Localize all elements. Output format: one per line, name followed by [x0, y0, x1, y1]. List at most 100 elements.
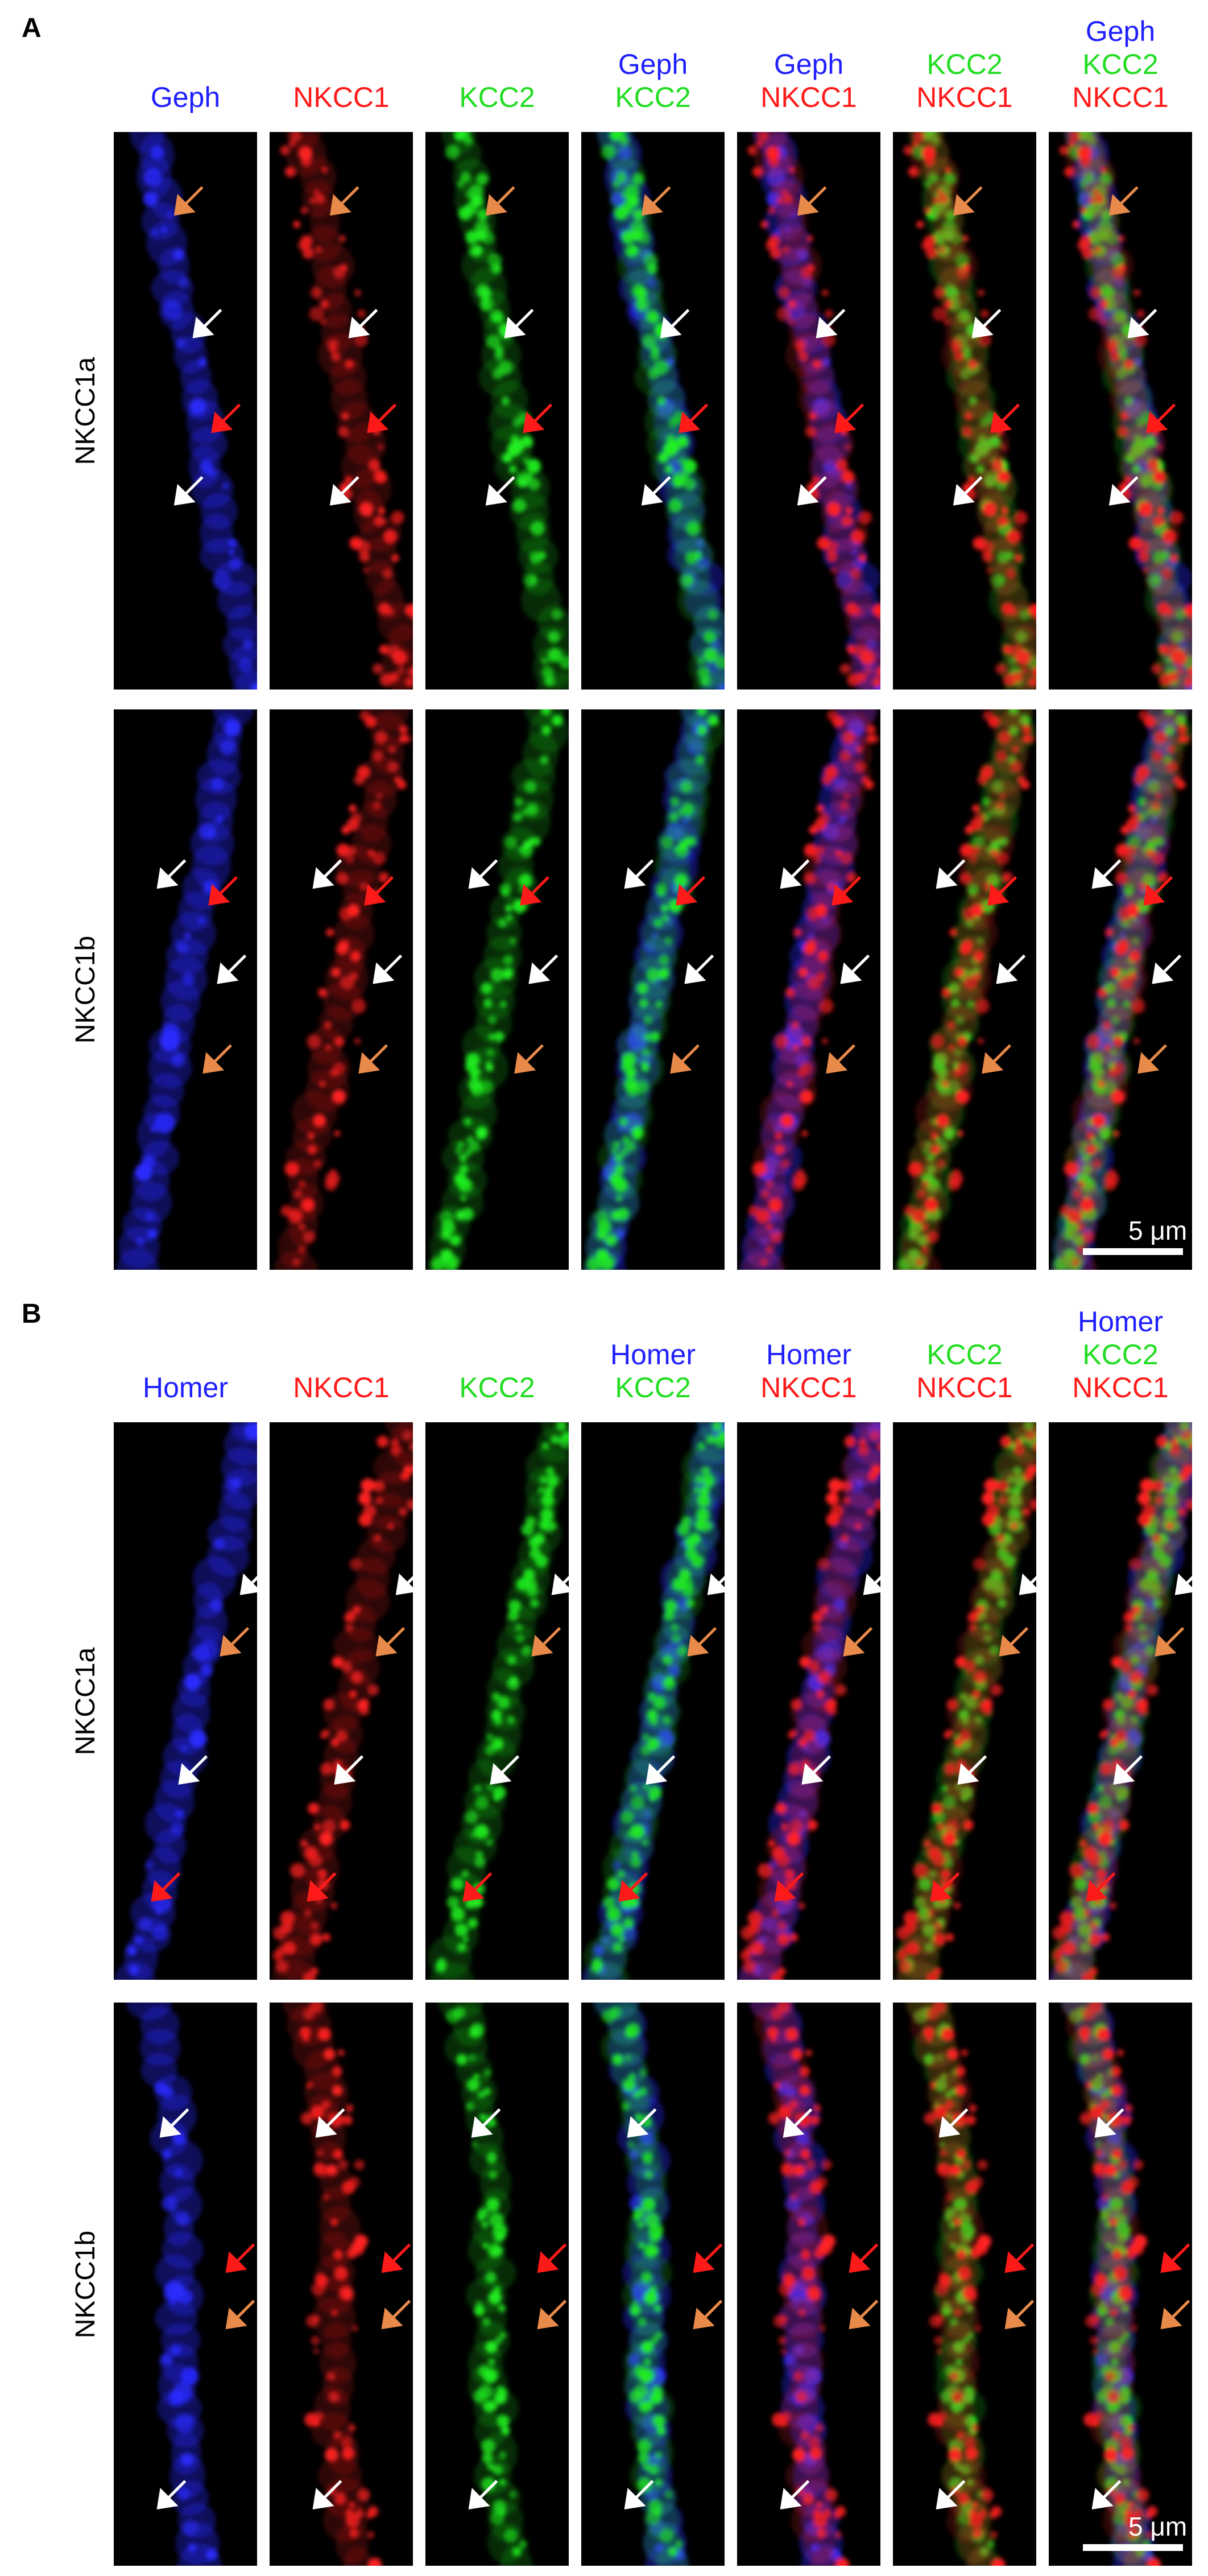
image-tile [893, 2003, 1036, 2566]
micrograph [428, 709, 569, 1270]
white-arrow-icon [1019, 1573, 1036, 1595]
white-arrow-icon [783, 2108, 813, 2138]
red-arrow-icon [693, 2243, 723, 2273]
red-arrow-icon [307, 1872, 337, 1902]
white-arrow-icon [156, 859, 187, 889]
white-arrow-icon [1091, 859, 1122, 889]
micrograph [441, 132, 569, 690]
white-arrow-icon [953, 476, 983, 506]
image-tile [737, 709, 880, 1270]
red-arrow-icon [834, 403, 864, 434]
column-header-line: KCC2 [926, 48, 1003, 80]
column-header-line: Homer [1077, 1306, 1164, 1337]
orange-arrow-icon [329, 186, 359, 216]
image-tile [893, 709, 1036, 1270]
column-header: Homer KCC2 NKCC1 [1046, 1305, 1194, 1404]
orange-arrow-icon [687, 1626, 717, 1657]
micrograph [116, 709, 254, 1270]
scale-bar [1083, 2544, 1183, 2551]
micrograph [280, 132, 413, 690]
white-arrow-icon [1094, 2108, 1124, 2138]
white-arrow-icon [159, 2108, 189, 2138]
column-header-line: Homer [142, 1372, 229, 1403]
white-arrow-icon [239, 1573, 257, 1595]
white-arrow-icon [468, 859, 498, 889]
white-arrow-icon [334, 1755, 364, 1785]
orange-arrow-icon [485, 186, 515, 216]
red-arrow-icon [1143, 876, 1173, 906]
red-arrow-icon [990, 403, 1020, 434]
orange-arrow-icon [1160, 2300, 1190, 2330]
orange-arrow-icon [173, 186, 204, 216]
orange-arrow-icon [1137, 1044, 1168, 1074]
white-arrow-icon [471, 2108, 501, 2138]
red-arrow-icon [462, 1872, 493, 1902]
micrograph [438, 2003, 567, 2566]
orange-arrow-icon [843, 1626, 873, 1657]
red-arrow-icon [537, 2243, 567, 2273]
orange-arrow-icon [531, 1626, 561, 1657]
row-label: NKCC1a [70, 1647, 101, 1755]
column-header: NKCC1 [267, 1371, 415, 1404]
red-arrow-icon [211, 403, 241, 434]
column-header-line: KCC2 [1082, 48, 1159, 80]
micrograph [1059, 132, 1192, 690]
orange-arrow-icon [693, 2300, 723, 2330]
image-tile [1049, 2003, 1192, 2566]
white-arrow-icon [373, 954, 403, 984]
white-arrow-icon [1091, 2480, 1122, 2509]
micrograph [114, 1422, 257, 1980]
scale-bar [1083, 1248, 1183, 1255]
image-tile [425, 132, 569, 690]
image-tile [114, 132, 257, 690]
red-arrow-icon [523, 403, 553, 434]
white-arrow-icon [797, 476, 827, 506]
column-header-line: Geph [618, 48, 688, 80]
orange-arrow-icon [381, 2300, 411, 2330]
micrograph [428, 1422, 569, 1980]
column-header-line: NKCC1 [293, 81, 390, 113]
orange-arrow-icon [826, 1044, 856, 1074]
white-arrow-icon [646, 1755, 676, 1785]
micrograph [1049, 1422, 1192, 1980]
white-arrow-icon [1174, 1573, 1192, 1595]
red-arrow-icon [1086, 1872, 1116, 1902]
orange-arrow-icon [537, 2300, 567, 2330]
column-header: NKCC1 [267, 81, 415, 114]
column-header: KCC2 NKCC1 [891, 1338, 1039, 1404]
red-arrow-icon [774, 1872, 804, 1902]
red-arrow-icon [679, 403, 709, 434]
white-arrow-icon [971, 308, 1002, 338]
column-header: Homer KCC2 [579, 1338, 727, 1404]
panel-a-letter: A [22, 13, 42, 43]
white-arrow-icon [1108, 476, 1139, 506]
orange-arrow-icon [982, 1044, 1012, 1074]
white-arrow-icon [780, 2480, 810, 2509]
orange-arrow-icon [849, 2300, 879, 2330]
column-header: Geph [111, 81, 259, 114]
image-tile [270, 2003, 413, 2566]
red-arrow-icon [1004, 2243, 1035, 2273]
image-tile [114, 709, 257, 1270]
column-header: Geph KCC2 NKCC1 [1046, 15, 1194, 114]
row-label: NKCC1b [70, 935, 101, 1044]
column-header-line: KCC2 [615, 81, 691, 113]
column-header: KCC2 [423, 1371, 571, 1404]
white-arrow-icon [624, 2480, 654, 2509]
white-arrow-icon [816, 308, 846, 338]
micrograph [903, 132, 1036, 690]
orange-arrow-icon [953, 186, 983, 216]
column-header-line: Homer [766, 1339, 852, 1370]
white-arrow-icon [315, 2108, 345, 2138]
column-header: KCC2 [423, 81, 571, 114]
red-arrow-icon [225, 2243, 255, 2273]
white-arrow-icon [1127, 308, 1157, 338]
white-arrow-icon [936, 859, 966, 889]
red-arrow-icon [831, 876, 862, 906]
white-arrow-icon [528, 954, 559, 984]
image-tile [114, 2003, 257, 2566]
red-arrow-icon [1146, 403, 1176, 434]
white-arrow-icon [504, 308, 534, 338]
image-tile [1049, 132, 1192, 690]
red-arrow-icon [930, 1872, 960, 1902]
